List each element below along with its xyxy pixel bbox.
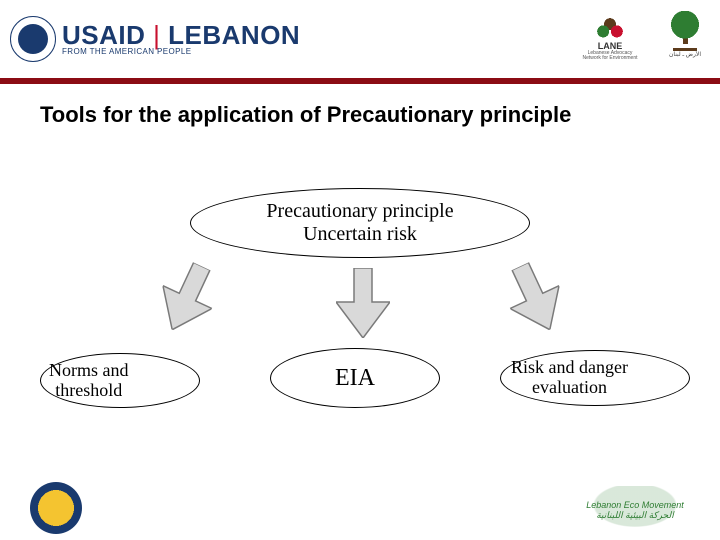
slide-title: Tools for the application of Precautiona… [0, 84, 720, 128]
usaid-word-left: USAID [62, 20, 145, 50]
arrow-right [496, 255, 575, 341]
footer-bar: Lebanon Eco Movement الحركة البيئية اللب… [0, 482, 720, 534]
usaid-logo-block: USAID | LEBANON FROM THE AMERICAN PEOPLE [10, 16, 300, 62]
node-root: Precautionary principle Uncertain risk [190, 188, 530, 258]
cedar-logo: الأرض ـ لبنان [660, 11, 710, 67]
lane-logo: LANE Lebanese Advocacy Network for Envir… [580, 11, 640, 67]
node-right-line1: Risk and danger [511, 357, 628, 377]
node-root-line2: Uncertain risk [303, 223, 417, 245]
arrow-left [148, 255, 227, 341]
node-left-line2: threshold [55, 380, 122, 400]
eco-sublabel: الحركة البيئية اللبنانية [596, 510, 674, 521]
cedar-sublabel: الأرض ـ لبنان [669, 51, 701, 58]
usaid-divider: | [153, 20, 160, 50]
header-bar: USAID | LEBANON FROM THE AMERICAN PEOPLE… [0, 0, 720, 78]
node-center: EIA [270, 348, 440, 408]
node-left: Norms and threshold [40, 353, 200, 408]
node-left-line1: Norms and [49, 360, 129, 380]
cedar-tree-icon [668, 11, 702, 51]
usaid-seal-icon [10, 16, 56, 62]
university-seal-icon [30, 482, 82, 534]
diagram-area: Precautionary principle Uncertain risk N… [0, 128, 720, 428]
node-right: Risk and danger evaluation [500, 350, 690, 406]
node-right-line2: evaluation [532, 377, 607, 397]
eco-movement-logo: Lebanon Eco Movement الحركة البيئية اللب… [580, 486, 690, 534]
usaid-text: USAID | LEBANON FROM THE AMERICAN PEOPLE [62, 22, 300, 56]
node-center-label: EIA [335, 365, 375, 392]
usaid-word-right: LEBANON [168, 20, 300, 50]
lane-tree-icon [593, 17, 627, 41]
arrow-center [336, 268, 390, 338]
node-root-line1: Precautionary principle [266, 200, 453, 222]
lane-sublabel: Lebanese Advocacy Network for Environmen… [580, 51, 640, 61]
eco-label: Lebanon Eco Movement [586, 500, 684, 510]
header-right-logos: LANE Lebanese Advocacy Network for Envir… [580, 11, 710, 67]
usaid-wordmark: USAID | LEBANON [62, 22, 300, 48]
